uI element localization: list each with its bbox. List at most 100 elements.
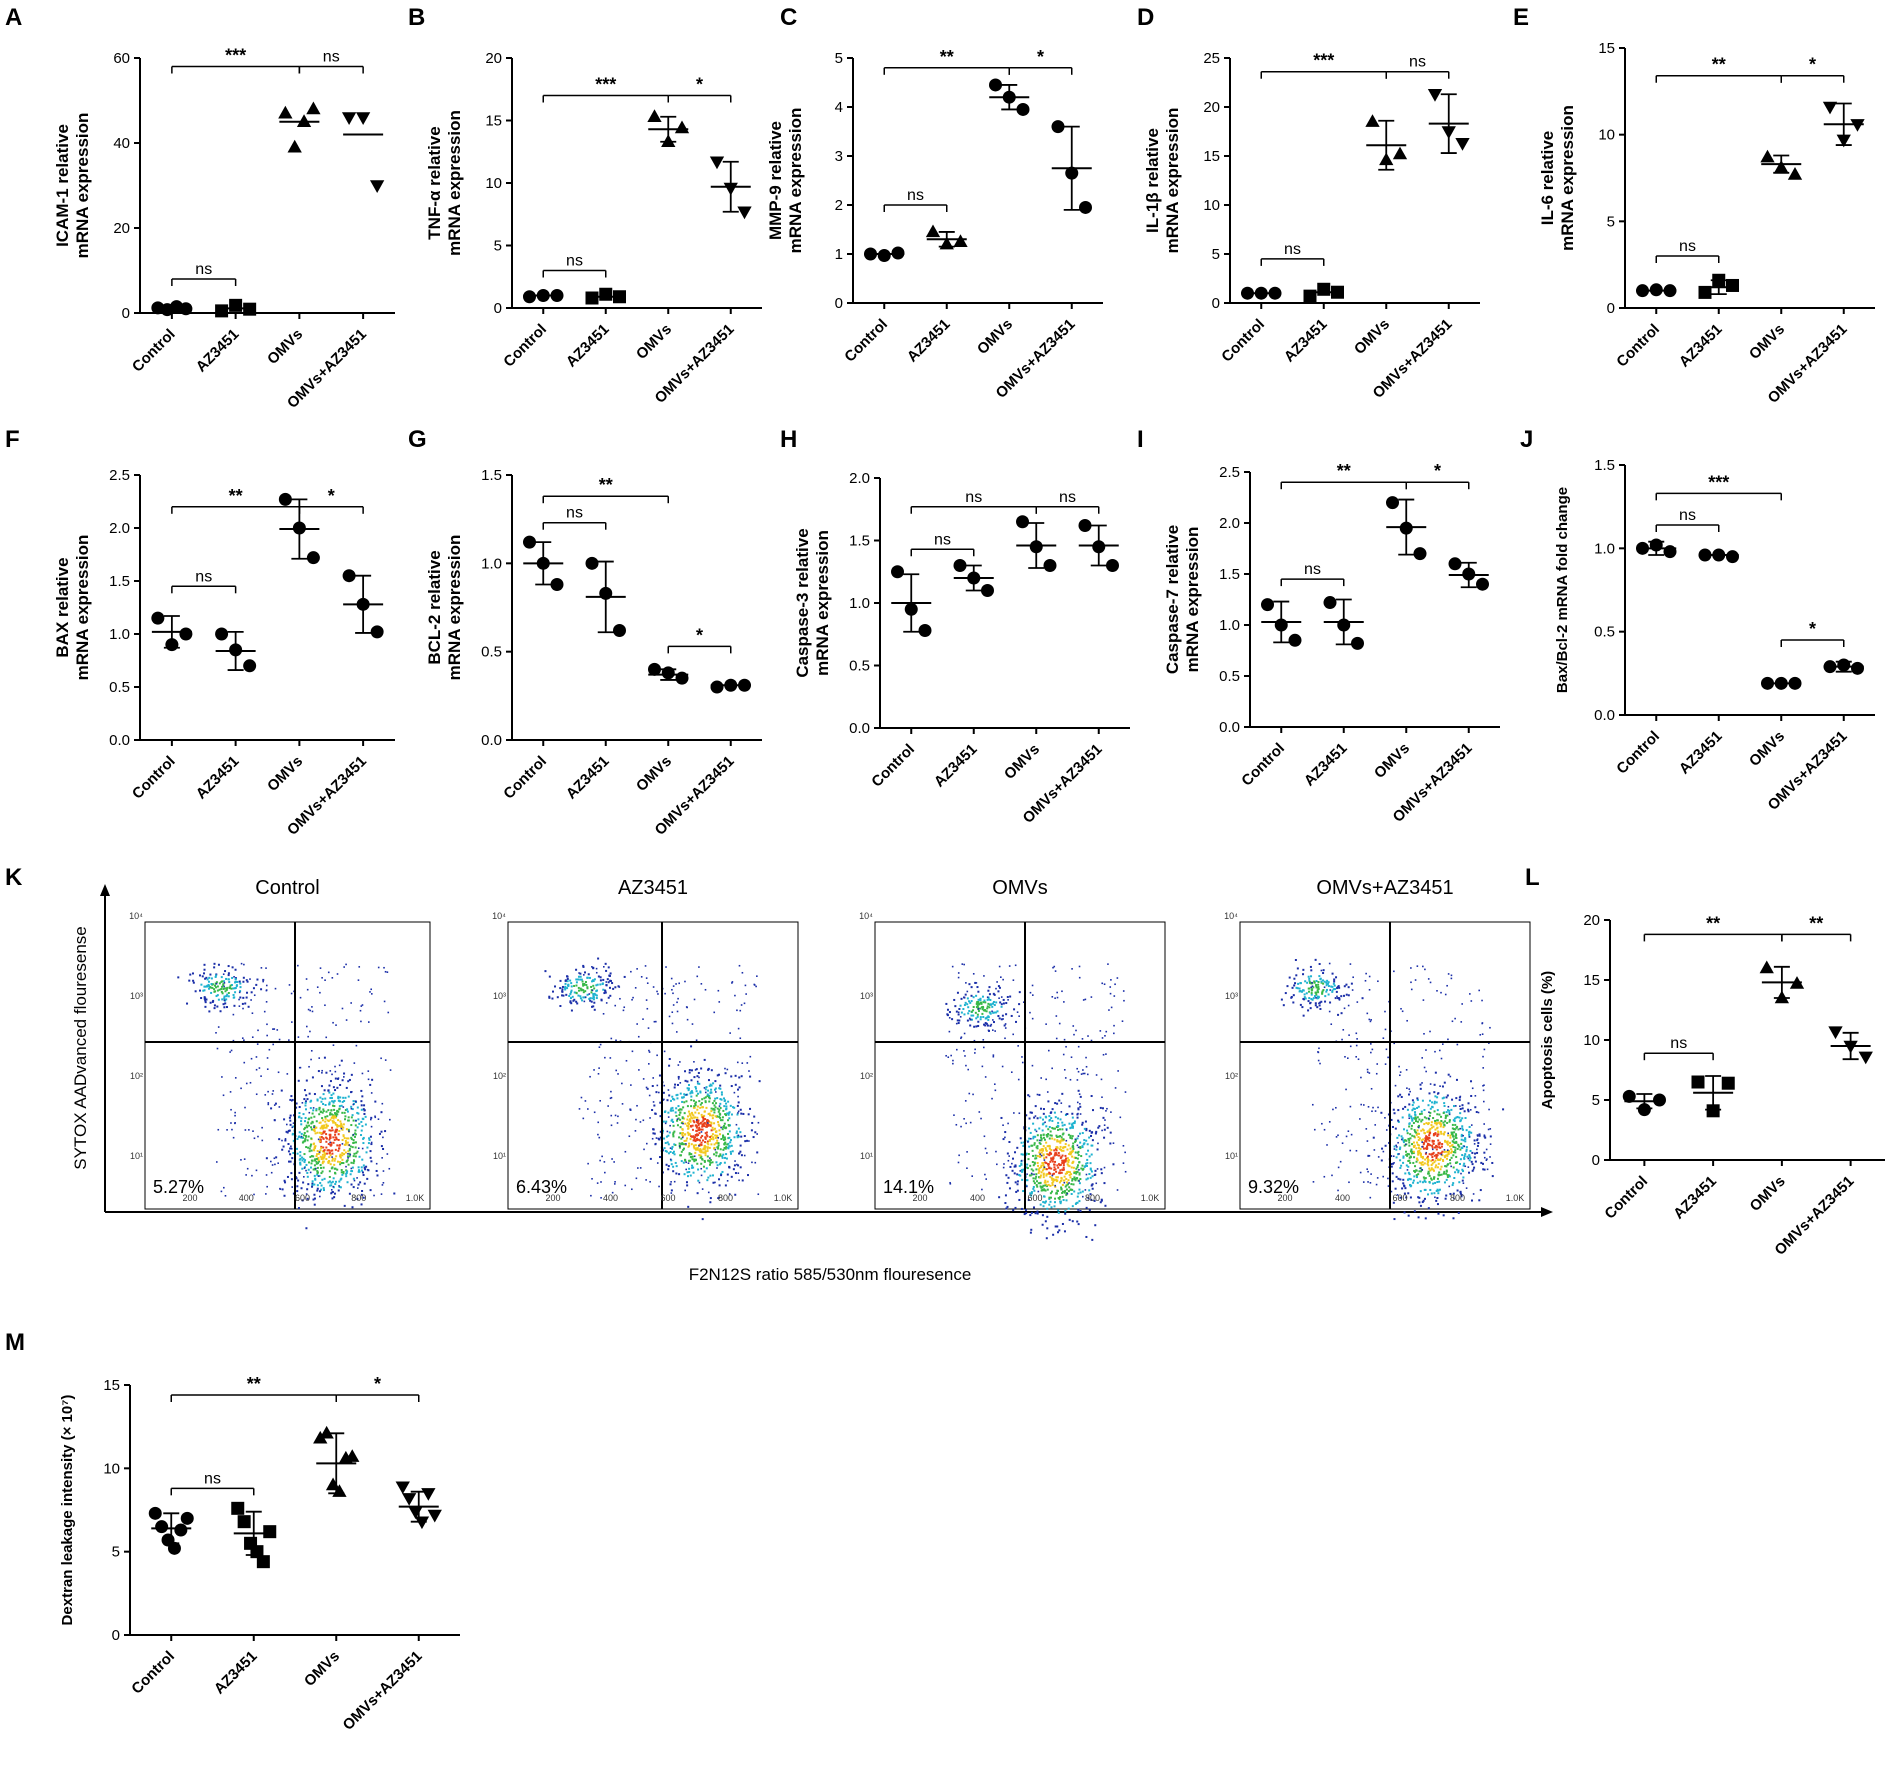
flow-event	[368, 1142, 370, 1144]
flow-event	[1094, 1170, 1096, 1172]
flow-event	[691, 1143, 693, 1145]
flow-event	[366, 1147, 368, 1149]
flow-event	[575, 978, 577, 980]
flow-event	[1091, 996, 1093, 998]
flow-event	[1420, 1153, 1422, 1155]
flow-event	[1101, 1199, 1103, 1201]
flow-event	[346, 1019, 348, 1021]
y-tick-label: 2.0	[849, 470, 870, 487]
flow-event	[753, 1116, 755, 1118]
flow-event	[1001, 996, 1003, 998]
flow-event	[664, 1051, 666, 1053]
flow-event	[719, 1105, 721, 1107]
flow-event	[1043, 1195, 1045, 1197]
flow-event	[338, 1100, 340, 1102]
y-axis-label: mRNA expression	[73, 535, 92, 681]
flow-event	[236, 984, 238, 986]
flow-event	[580, 997, 582, 999]
flow-event	[682, 1129, 684, 1131]
flow-event	[691, 1158, 693, 1160]
y-tick-label: 0	[1607, 300, 1615, 317]
flow-event	[1381, 1148, 1383, 1150]
flow-event	[1070, 1079, 1072, 1081]
flow-event	[1453, 1146, 1455, 1148]
flow-event	[707, 1122, 709, 1124]
flow-event	[1419, 1181, 1421, 1183]
flow-event	[1418, 1125, 1420, 1127]
flow-event	[1431, 1127, 1433, 1129]
flow-event	[361, 1104, 363, 1106]
flow-event	[648, 1063, 650, 1065]
flow-event	[1002, 1066, 1004, 1068]
flow-event	[1397, 1095, 1399, 1097]
flow-event	[698, 1145, 700, 1147]
flow-event	[1429, 1144, 1431, 1146]
flow-event	[998, 985, 1000, 987]
flow-event	[275, 988, 277, 990]
data-point	[288, 140, 302, 153]
flow-event	[1057, 1231, 1059, 1233]
flow-event	[978, 1008, 980, 1010]
y-axis-label: mRNA expression	[445, 110, 464, 256]
flow-event	[256, 1093, 258, 1095]
flow-event	[1408, 1115, 1410, 1117]
flow-event	[709, 1201, 711, 1203]
flow-event	[645, 1179, 647, 1181]
flow-event	[1337, 1014, 1339, 1016]
flow-event	[1293, 978, 1295, 980]
flow-event	[618, 986, 620, 988]
flow-event	[587, 977, 589, 979]
flow-event	[320, 1122, 322, 1124]
flow-event	[1058, 1229, 1060, 1231]
significance-label: **	[1706, 913, 1720, 933]
flow-event	[1082, 1168, 1084, 1170]
flow-event	[1005, 1207, 1007, 1209]
flow-event	[1427, 1163, 1429, 1165]
flow-event	[604, 1161, 606, 1163]
flow-event	[1065, 1046, 1067, 1048]
data-point	[402, 1493, 416, 1506]
y-tick-label: 10	[103, 1460, 120, 1477]
flow-event	[1434, 1084, 1436, 1086]
flow-event	[298, 1136, 300, 1138]
flow-event	[216, 981, 218, 983]
flow-event	[1340, 995, 1342, 997]
flow-event	[973, 996, 975, 998]
flow-event	[1088, 1173, 1090, 1175]
flow-event	[1443, 1214, 1445, 1216]
flow-event	[1076, 1177, 1078, 1179]
flow-event	[321, 1085, 323, 1087]
flow-event	[270, 1107, 272, 1109]
flow-event	[331, 1127, 333, 1129]
flow-event	[704, 1059, 706, 1061]
data-point	[1079, 519, 1092, 532]
flow-event	[354, 1062, 356, 1064]
flow-event	[709, 1157, 711, 1159]
flow-event	[994, 1030, 996, 1032]
y-tick-label: 0	[494, 300, 502, 317]
y-axis-label: IL-1β relative	[1143, 128, 1162, 233]
flow-event	[1423, 1109, 1425, 1111]
flow-event	[1046, 1208, 1048, 1210]
flow-x-tick: 600	[660, 1193, 675, 1203]
flow-event	[973, 1006, 975, 1008]
flow-event	[1038, 1128, 1040, 1130]
flow-event	[322, 1103, 324, 1105]
flow-event	[1468, 1172, 1470, 1174]
flow-event	[624, 976, 626, 978]
flow-event	[1314, 995, 1316, 997]
flow-event	[725, 1108, 727, 1110]
flow-event	[1070, 1183, 1072, 1185]
flow-event	[963, 964, 965, 966]
flow-event	[1091, 1154, 1093, 1156]
y-tick-label: 0.5	[849, 658, 870, 675]
flow-event	[1413, 1122, 1415, 1124]
flow-event	[599, 983, 601, 985]
flow-event	[1396, 1156, 1398, 1158]
flow-event	[707, 1093, 709, 1095]
flow-event	[1054, 997, 1056, 999]
flow-event	[742, 1179, 744, 1181]
flow-event	[728, 1145, 730, 1147]
data-point	[1261, 598, 1274, 611]
